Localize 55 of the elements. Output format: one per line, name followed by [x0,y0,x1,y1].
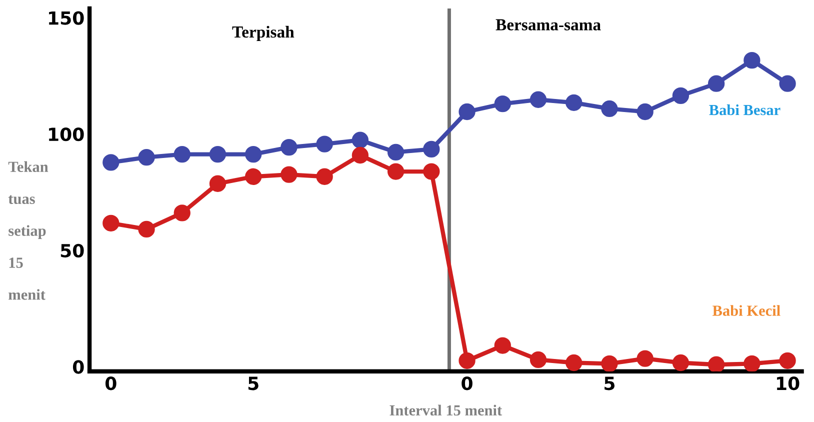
point [174,146,190,163]
point [245,146,262,163]
point [601,100,618,118]
point [744,52,760,69]
point [530,91,547,108]
x-tick-label: 5 [248,376,258,390]
point [530,351,547,368]
point [744,355,760,372]
point [209,175,226,192]
point [245,168,262,185]
point [708,356,725,372]
y-tick-label: 100 [49,128,84,142]
x-tick-label: 0 [105,376,116,390]
point [280,166,298,183]
point [138,148,155,166]
annotation: Bersama-sama [496,19,601,30]
point [494,337,511,354]
point [138,220,155,238]
point [672,87,690,104]
point [566,354,582,372]
point [779,75,796,92]
y-tick-label: 50 [60,244,84,258]
text: Tekan tuas setiap 15 menit [8,161,48,300]
series-label: Babi Besar [709,104,780,116]
point [316,136,333,152]
text: Babi Kecil [712,305,780,316]
point [494,95,511,112]
point [458,352,476,369]
point [352,132,369,148]
x-tick-label: 10 [777,376,800,390]
point [423,163,440,180]
point [316,168,333,185]
y-tick-label: 150 [49,11,84,25]
x-tick-label: 5 [604,376,615,390]
point [102,214,120,232]
point [566,94,582,111]
point [779,352,796,369]
point [352,146,369,164]
x-axis-title: Interval 15 menit [390,404,502,416]
point [387,144,404,161]
point [387,163,404,180]
point [636,350,654,367]
y-tick-label: 0 [72,360,84,374]
point [102,154,120,171]
point [209,146,226,163]
point [458,103,476,120]
point [601,355,618,372]
point [423,140,440,158]
annotation: Terpisah [232,26,294,42]
point [636,103,654,120]
point [672,354,690,372]
point [280,138,298,156]
point [708,75,725,92]
point [174,204,190,222]
x-tick-label: 0 [462,376,472,390]
